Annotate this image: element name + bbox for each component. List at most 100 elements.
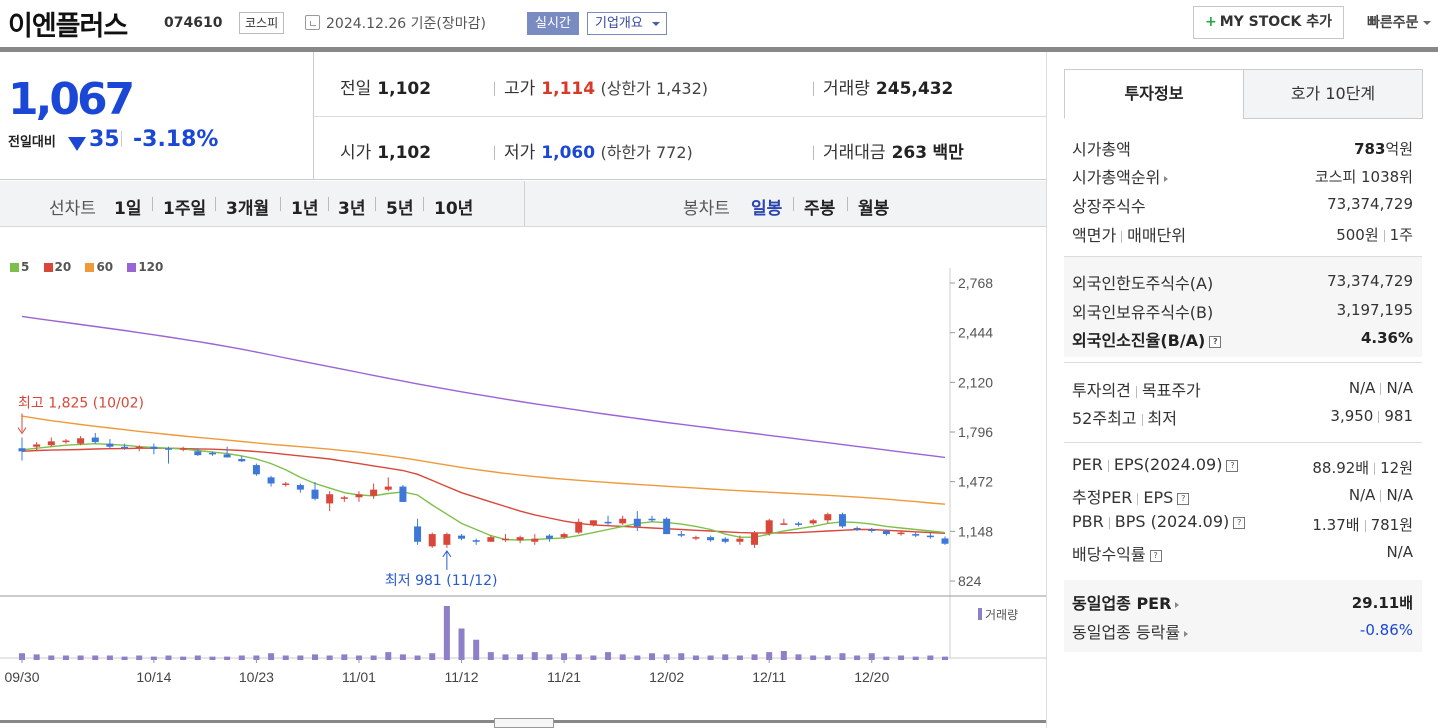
y-tick-label: 1,472 xyxy=(958,474,993,490)
divider xyxy=(1378,410,1380,423)
candle-body xyxy=(150,446,158,450)
volume-bar xyxy=(458,628,465,660)
foreign-hold-row: 외국인보유주식수(B) 3,197,195 xyxy=(1072,299,1413,323)
tab-period-monthly[interactable]: 월봉 xyxy=(858,199,890,219)
legend-label: 60 xyxy=(96,260,114,274)
tab-investment-info[interactable]: 투자정보 xyxy=(1064,69,1244,119)
chart-legend: 5 20 60 120 xyxy=(10,260,173,274)
candle-body xyxy=(414,526,422,542)
chevron-right-icon xyxy=(1175,601,1180,608)
tab-range-3y[interactable]: 3년 xyxy=(338,199,366,219)
divider xyxy=(793,197,794,211)
line-chart-label: 선차트 xyxy=(49,199,96,219)
candle-body xyxy=(707,537,715,541)
tab-order-book[interactable]: 호가 10단계 xyxy=(1243,69,1423,119)
foreign-hold-label: 외국인보유주식수(B) xyxy=(1072,303,1214,322)
volume-bar xyxy=(780,651,787,660)
volume-bar xyxy=(19,653,25,660)
tab-range-10y[interactable]: 10년 xyxy=(434,199,474,219)
stock-code: 074610 xyxy=(164,15,223,31)
candle-body xyxy=(399,486,407,502)
candle-body xyxy=(238,458,246,462)
realtime-button[interactable]: 실시간 xyxy=(527,12,579,35)
candle-body xyxy=(179,448,187,450)
week52-value: 3,950 981 xyxy=(1330,407,1413,425)
divider xyxy=(121,131,122,147)
company-overview-dropdown[interactable]: 기업개요 xyxy=(587,12,667,35)
volume-bar xyxy=(180,656,187,660)
divider xyxy=(813,82,814,96)
divider xyxy=(1383,229,1385,242)
candle-body xyxy=(472,540,480,542)
divider xyxy=(524,181,525,227)
volume-bar xyxy=(648,653,655,660)
candle-body xyxy=(941,538,949,544)
volume-bar xyxy=(824,655,831,660)
volume-bar xyxy=(312,654,319,660)
tab-range-5y[interactable]: 5년 xyxy=(386,199,414,219)
quick-order-button[interactable]: 빠른주문 xyxy=(1367,12,1431,32)
candle-body xyxy=(882,531,890,535)
volume-bar xyxy=(370,655,377,660)
volume-bar xyxy=(121,656,128,660)
stock-name: 이엔플러스 xyxy=(8,11,128,42)
volume-bar xyxy=(33,654,40,660)
candle-body xyxy=(47,441,55,446)
opinion-val: N/A xyxy=(1348,379,1376,397)
week52-high-label: 52주최고 xyxy=(1072,409,1137,428)
volume-bar xyxy=(707,655,714,660)
foreign-limit-row: 외국인한도주식수(A) 73,374,729 xyxy=(1072,270,1413,294)
tab-period-daily[interactable]: 일봉 xyxy=(751,199,783,219)
divider xyxy=(1380,489,1382,502)
dividend-value: N/A xyxy=(1386,543,1413,561)
help-icon[interactable]: ? xyxy=(1177,492,1190,505)
candle-body xyxy=(165,448,173,450)
candle-body xyxy=(326,494,334,504)
legend-swatch xyxy=(127,263,137,272)
candle-body xyxy=(545,535,553,539)
candle-body xyxy=(77,438,85,444)
industry-rate-link[interactable]: 동일업종 등락률 xyxy=(1072,619,1189,643)
candle-body xyxy=(62,440,70,443)
market-cap-rank-link[interactable]: 시가총액순위 xyxy=(1072,164,1169,188)
stock-header: 이엔플러스 074610 코스피 2024.12.26 기준(장마감) 실시간 … xyxy=(0,0,1438,48)
divider xyxy=(1064,362,1422,363)
market-cap-unit: 억원 xyxy=(1385,140,1413,158)
ma20-line xyxy=(21,447,946,534)
candlestick-chart[interactable]: 5 20 60 120 2,768 2,444 2,120 1,796 1,472 1,1… xyxy=(0,228,1046,722)
help-icon[interactable]: ? xyxy=(1233,516,1246,529)
help-icon[interactable]: ? xyxy=(1149,549,1162,562)
chart-scroll-handle[interactable] xyxy=(494,718,554,728)
open-price: 시가 1,102 xyxy=(340,138,431,163)
x-tick-label: 11/21 xyxy=(547,669,581,685)
tab-period-weekly[interactable]: 주봉 xyxy=(804,199,836,219)
chevron-down-icon xyxy=(652,22,660,26)
high-value: 1,114 xyxy=(541,79,596,99)
candle-body xyxy=(33,444,41,447)
volume-bar xyxy=(854,655,861,660)
ma120-line xyxy=(21,315,946,459)
tab-range-1d[interactable]: 1일 xyxy=(114,199,142,219)
industry-per-link[interactable]: 동일업종 PER xyxy=(1072,590,1180,614)
volume-bar xyxy=(575,654,582,660)
tab-range-3m[interactable]: 3개월 xyxy=(226,199,270,219)
candle-body xyxy=(589,520,597,525)
candle-body xyxy=(838,514,846,527)
help-icon[interactable]: ? xyxy=(1226,459,1239,472)
add-my-stock-button[interactable]: + MY STOCK 추가 xyxy=(1193,6,1344,39)
foreign-ratio-text: 외국인소진율(B/A) xyxy=(1072,331,1206,350)
trade-unit-value: 1주 xyxy=(1389,226,1413,244)
tab-range-1w[interactable]: 1주일 xyxy=(163,199,207,219)
pbr-val: 1.37배 xyxy=(1312,516,1360,534)
volume-bar xyxy=(341,654,348,660)
prev-close: 전일 1,102 xyxy=(340,74,431,99)
legend-ma120: 120 xyxy=(127,260,163,274)
volume-bar xyxy=(736,655,743,660)
dividend-text: 배당수익률 xyxy=(1072,545,1146,564)
volume-bar xyxy=(590,655,597,660)
eps-text: EPS(2024.09) xyxy=(1113,455,1223,474)
help-icon[interactable]: ? xyxy=(1209,335,1222,348)
bps-val: 781원 xyxy=(1370,516,1413,534)
tab-range-1y[interactable]: 1년 xyxy=(291,199,319,219)
volume: 거래량 245,432 xyxy=(813,74,953,99)
